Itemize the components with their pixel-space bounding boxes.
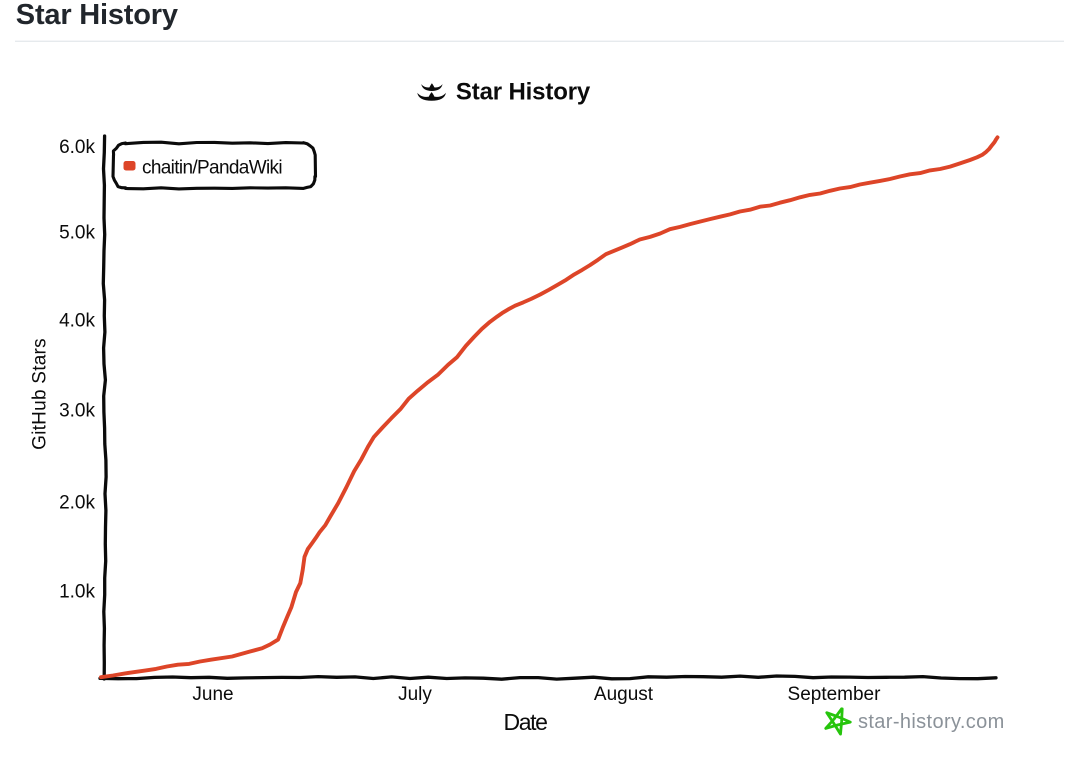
svg-text:Date: Date xyxy=(504,709,548,735)
svg-text:September: September xyxy=(788,684,882,705)
svg-text:June: June xyxy=(192,684,233,705)
svg-text:Star History: Star History xyxy=(16,0,178,31)
svg-text:1.0k: 1.0k xyxy=(59,581,95,602)
svg-text:3.0k: 3.0k xyxy=(59,401,95,422)
svg-text:star-history.com: star-history.com xyxy=(858,711,1005,733)
svg-text:4.0k: 4.0k xyxy=(59,311,95,332)
svg-text:Star History: Star History xyxy=(456,79,591,106)
svg-text:2.0k: 2.0k xyxy=(59,493,95,514)
svg-text:5.0k: 5.0k xyxy=(59,223,95,244)
svg-text:chaitin/PandaWiki: chaitin/PandaWiki xyxy=(142,158,282,179)
svg-text:6.0k: 6.0k xyxy=(59,137,95,158)
svg-text:GitHub Stars: GitHub Stars xyxy=(30,338,51,450)
svg-text:July: July xyxy=(398,684,432,705)
svg-text:August: August xyxy=(594,684,654,705)
